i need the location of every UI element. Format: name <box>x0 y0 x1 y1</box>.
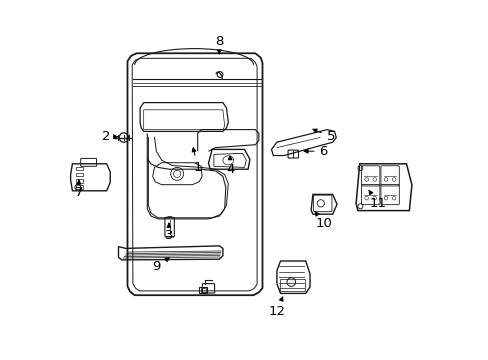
Text: 1: 1 <box>192 148 202 174</box>
Text: 8: 8 <box>215 35 223 54</box>
Text: 4: 4 <box>225 156 234 176</box>
Text: 5: 5 <box>312 129 334 143</box>
Bar <box>76 173 83 176</box>
Text: 2: 2 <box>102 130 117 143</box>
Text: 9: 9 <box>152 258 169 273</box>
Bar <box>76 167 83 170</box>
Text: 3: 3 <box>164 223 173 242</box>
Text: 12: 12 <box>268 297 285 318</box>
Text: 10: 10 <box>314 212 331 230</box>
Text: 7: 7 <box>75 180 83 199</box>
Bar <box>200 288 206 292</box>
Bar <box>199 287 207 293</box>
Text: 11: 11 <box>368 190 386 210</box>
Bar <box>279 279 305 291</box>
Text: 6: 6 <box>304 145 327 158</box>
Bar <box>76 179 83 183</box>
Bar <box>76 185 83 189</box>
